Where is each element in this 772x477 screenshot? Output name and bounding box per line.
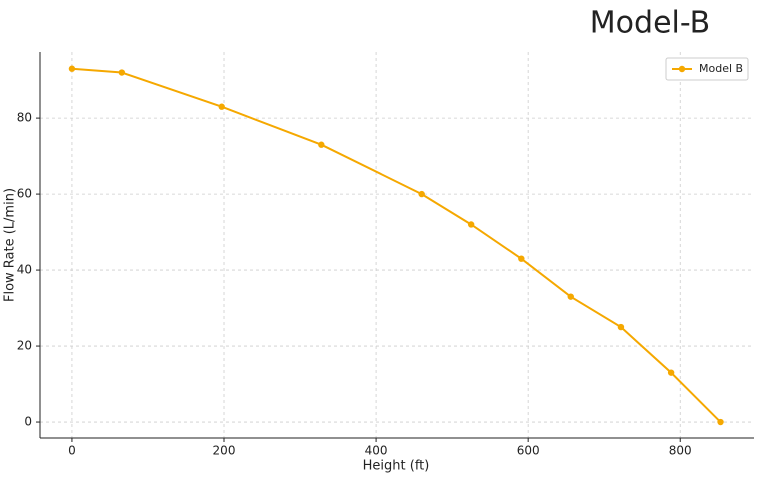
x-tick-label: 0: [68, 444, 76, 458]
y-tick-label: 80: [17, 111, 32, 125]
x-tick-label: 200: [213, 444, 236, 458]
x-axis-label: Height (ft): [363, 459, 430, 474]
data-point: [118, 69, 126, 76]
y-tick-label: 40: [17, 263, 32, 277]
chart-title: Model-B: [590, 6, 710, 41]
legend: Model B: [665, 57, 749, 81]
data-point: [418, 190, 425, 198]
legend-box: [665, 57, 749, 81]
legend-label: Model B: [699, 62, 743, 75]
data-point: [318, 141, 325, 148]
data-line: [71, 67, 722, 423]
data-point: [218, 103, 225, 110]
y-tick-label: 0: [24, 415, 32, 429]
data-point: [717, 418, 724, 426]
data-point: [617, 323, 625, 331]
data-point: [467, 221, 475, 228]
x-tick-label: 800: [669, 444, 692, 458]
y-tick-label: 60: [17, 187, 32, 201]
legend-marker: [678, 65, 686, 73]
x-tick-label: 600: [517, 444, 540, 458]
data-point: [567, 293, 574, 300]
x-tick-label: 400: [365, 444, 388, 458]
data-point: [518, 255, 525, 262]
y-axis-label: Flow Rate (L/min): [3, 188, 18, 302]
data-point: [667, 369, 675, 376]
y-tick-label: 20: [17, 339, 32, 353]
data-point: [68, 65, 76, 72]
